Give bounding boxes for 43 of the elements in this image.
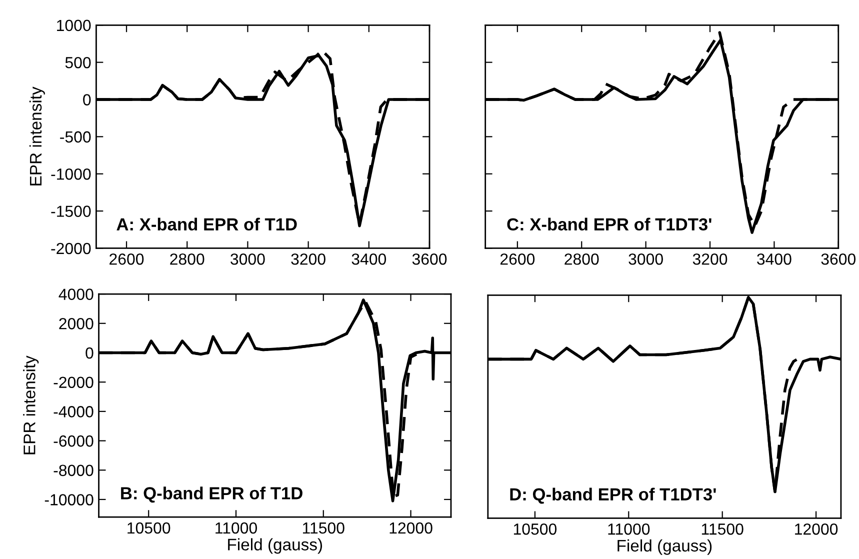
annotation: C: X-band EPR of T1DT3'	[507, 218, 712, 231]
x-tick-label: 3200	[692, 253, 728, 265]
annotation: D: Q-band EPR of T1DT3'	[510, 488, 716, 504]
x-tick-label: 10500	[514, 523, 557, 535]
x-tick-label: 2600	[500, 253, 535, 265]
x-tick-label: 2800	[564, 253, 599, 265]
y-tick-label: 2000	[59, 318, 94, 330]
annotation: A: X-band EPR of T1D	[116, 218, 297, 231]
x-axis-title: Field (gauss)	[228, 538, 322, 554]
x-tick-label: 11500	[702, 523, 744, 535]
x-tick-label: 11000	[216, 522, 257, 534]
x-tick-label: 3400	[352, 253, 386, 265]
annotation: B: Q-band EPR of T1D	[121, 486, 302, 503]
x-tick-label: 3000	[628, 253, 663, 265]
y-tick-label: -4000	[54, 406, 94, 418]
y-tick-label: -10000	[44, 494, 94, 506]
x-tick-label: 11500	[302, 522, 344, 534]
y-tick-label: 0	[86, 347, 94, 359]
y-tick-label: -2000	[51, 242, 91, 254]
x-tick-label: 2800	[170, 253, 204, 265]
x-tick-label: 12000	[390, 522, 432, 534]
x-tick-label: 3600	[821, 253, 856, 265]
x-tick-label: 12000	[795, 523, 838, 535]
y-tick-label: -8000	[54, 464, 94, 476]
y-tick-label: 0	[83, 94, 91, 106]
y-tick-label: -500	[60, 131, 91, 143]
y-axis-title: EPR intensity	[23, 356, 39, 454]
y-tick-label: -1500	[51, 206, 91, 217]
y-tick-label: -6000	[54, 435, 94, 447]
x-tick-label: 10500	[128, 522, 170, 534]
x-tick-label: 11000	[608, 523, 650, 535]
y-tick-label: -2000	[54, 376, 94, 388]
y-tick-label: 1000	[57, 20, 91, 32]
x-tick-label: 2600	[110, 253, 144, 265]
y-tick-label: 4000	[58, 288, 94, 300]
y-tick-label: 500	[65, 56, 91, 68]
x-tick-label: 3600	[412, 253, 447, 265]
x-axis-title: Field (gauss)	[618, 539, 712, 555]
x-tick-label: 3400	[757, 253, 792, 265]
y-tick-label: -1000	[51, 168, 91, 180]
x-tick-label: 3000	[230, 253, 265, 265]
y-axis-title: EPR intensity	[29, 86, 45, 186]
x-tick-label: 3200	[291, 253, 326, 265]
